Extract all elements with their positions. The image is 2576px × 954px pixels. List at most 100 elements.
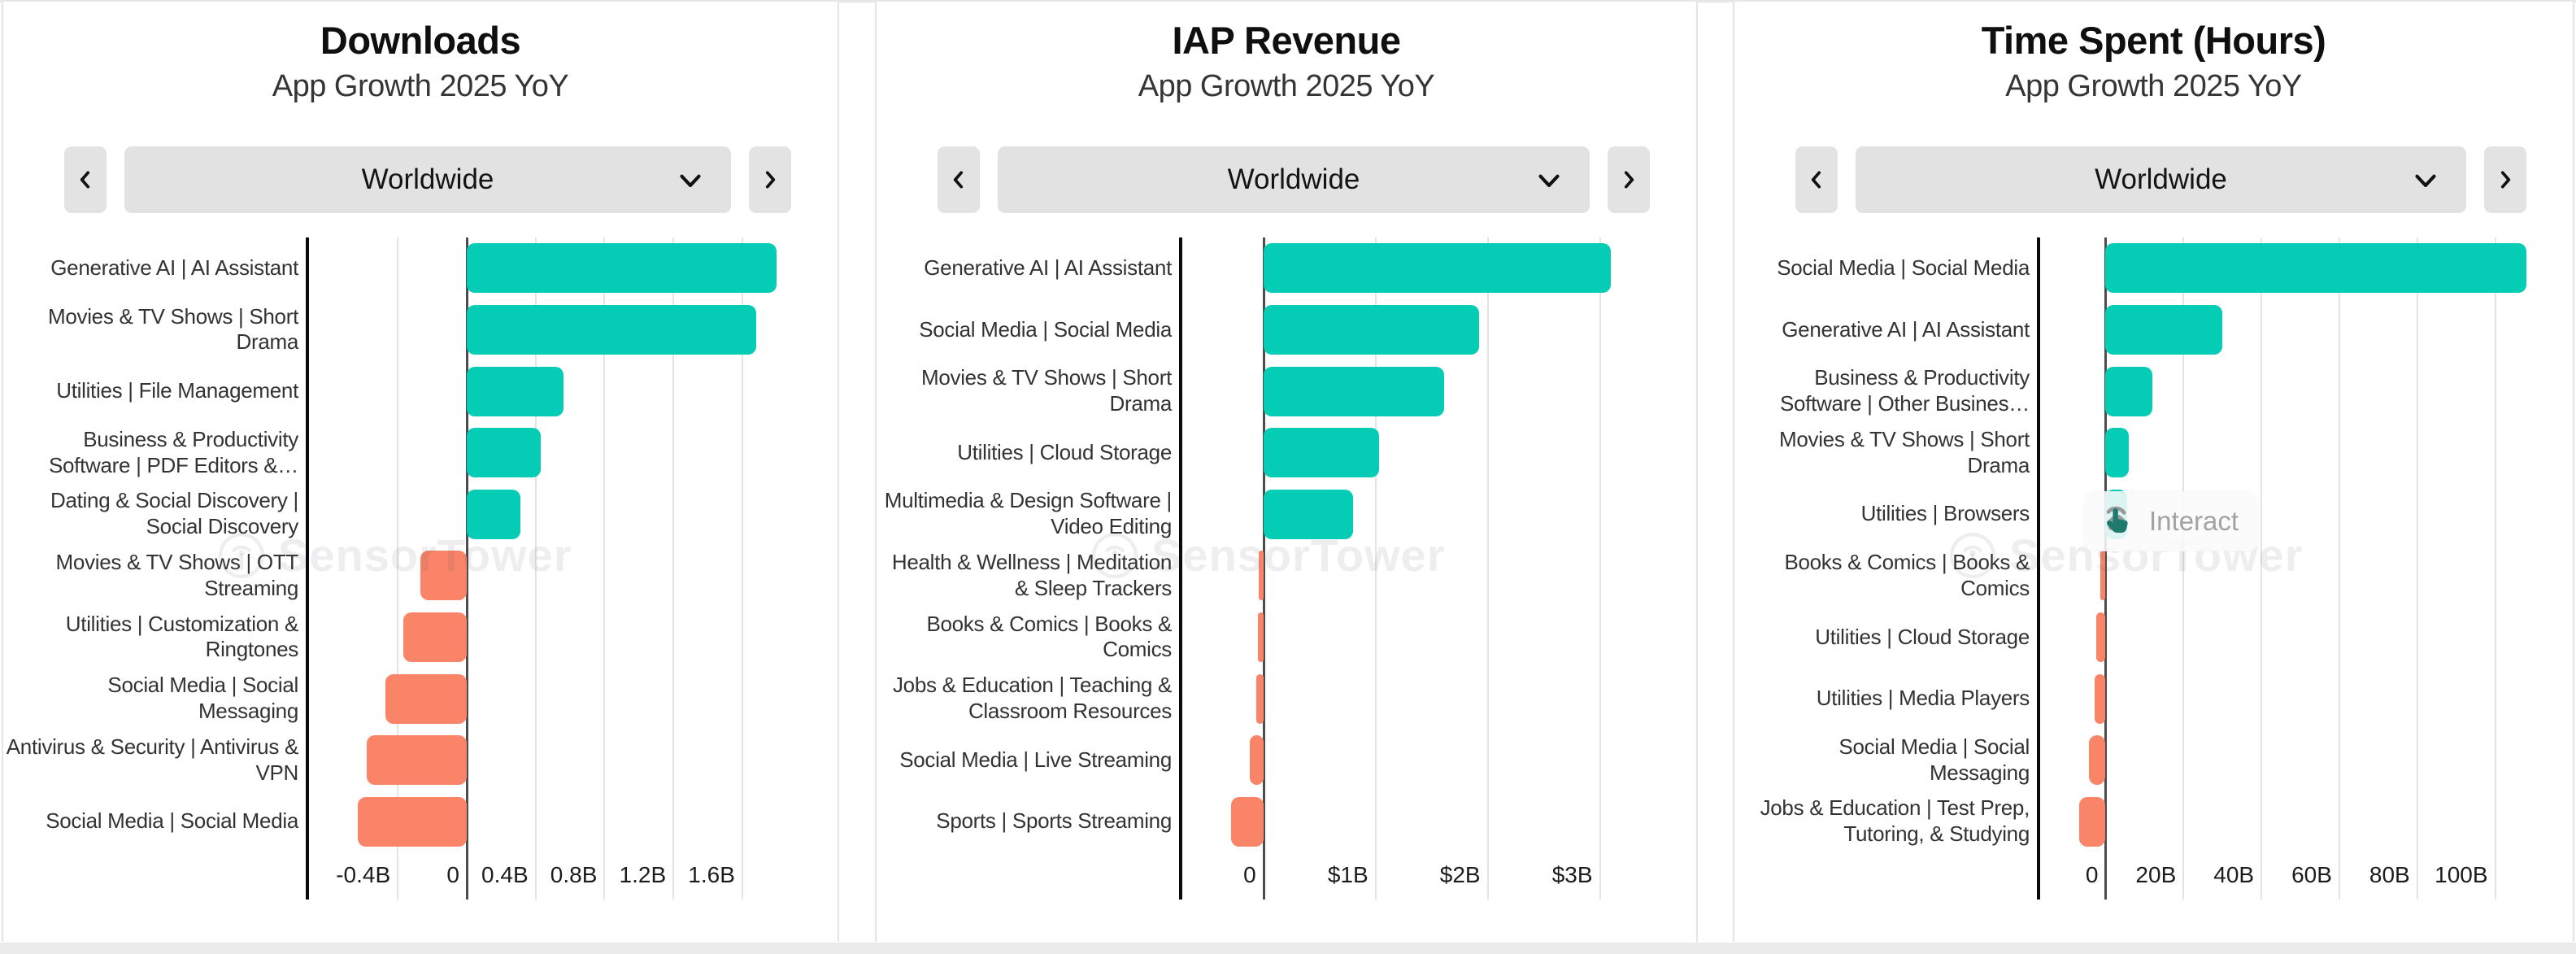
bar-2[interactable]	[466, 304, 756, 355]
bar-chart: Generative AI | AI Assistant Movies & TV …	[3, 237, 838, 913]
region-controls: Worldwide	[877, 146, 1696, 213]
gridline	[397, 237, 399, 900]
gridline	[2494, 237, 2496, 900]
panel-subtitle: App Growth 2025 YoY	[272, 69, 569, 103]
bar-10[interactable]	[1230, 796, 1264, 847]
axis-tick-label: 0	[2085, 862, 2099, 887]
category-label: Movies & TV Shows | Short Drama	[47, 303, 298, 355]
axis-tick-label: 80B	[2369, 862, 2410, 887]
bar-6[interactable]	[2100, 551, 2106, 601]
bar-8[interactable]	[2095, 673, 2106, 724]
bar-9[interactable]	[2089, 735, 2106, 786]
bar-7[interactable]	[402, 612, 467, 662]
panel-time-spent-hours: Time Spent (Hours) App Growth 2025 YoY Wor…	[1733, 2, 2574, 942]
bar-6[interactable]	[420, 551, 467, 601]
category-label: Utilities | Cloud Storage	[1815, 624, 2030, 649]
zero-gridline	[2104, 237, 2108, 900]
bar-3[interactable]	[1263, 366, 1444, 416]
bar-5[interactable]	[466, 489, 520, 539]
gridline	[534, 237, 537, 900]
region-select[interactable]: Worldwide	[998, 146, 1590, 213]
gridline	[741, 237, 743, 900]
bar-8[interactable]	[1256, 673, 1264, 724]
category-label: Movies & TV Shows | Short Drama	[920, 365, 1172, 416]
bar-7[interactable]	[1257, 612, 1264, 662]
interact-overlay[interactable]: Interact	[2084, 491, 2258, 551]
bar-3[interactable]	[2105, 366, 2152, 416]
next-region-button[interactable]	[1608, 146, 1650, 213]
bar-10[interactable]	[358, 796, 467, 847]
panel-title: Time Spent (Hours)	[1981, 19, 2326, 62]
gridline	[603, 237, 606, 900]
region-select-value: Worldwide	[2095, 163, 2227, 195]
gridline	[1374, 237, 1377, 900]
axis-tick-label: 0	[1243, 862, 1256, 887]
axis-tick-label: 0.4B	[481, 862, 529, 887]
panel-iap-revenue: IAP Revenue App Growth 2025 YoY Worldwide G…	[875, 2, 1698, 942]
bar-9[interactable]	[367, 735, 467, 786]
category-label: Business & Productivity Software | PDF E…	[48, 426, 298, 477]
bar-2[interactable]	[1263, 304, 1479, 355]
plot-area: -0.4B 0 0.4B 0.8B 1.2B 1.6B	[308, 237, 816, 900]
panel-subtitle: App Growth 2025 YoY	[1138, 69, 1435, 103]
chevron-down-icon	[1538, 174, 1560, 188]
category-label: Movies & TV Shows | OTT Streaming	[55, 550, 299, 600]
region-select-value: Worldwide	[1227, 163, 1360, 195]
axis-tick-label: $1B	[1327, 862, 1368, 887]
bar-3[interactable]	[466, 366, 564, 416]
bar-7[interactable]	[2096, 612, 2106, 662]
category-label: Social Media | Social Media	[1777, 255, 2030, 280]
bar-8[interactable]	[385, 673, 467, 724]
prev-region-button[interactable]	[64, 146, 107, 213]
category-label: Movies & TV Shows | Short Drama	[1778, 426, 2030, 477]
bar-4[interactable]	[466, 428, 541, 478]
bar-4[interactable]	[1263, 428, 1379, 478]
next-region-button[interactable]	[749, 146, 791, 213]
category-label: Generative AI | AI Assistant	[50, 255, 298, 280]
category-label: Utilities | Customization & Ringtones	[65, 611, 299, 662]
bar-1[interactable]	[466, 243, 777, 294]
gridline	[2261, 237, 2263, 900]
category-label: Utilities | Browsers	[1860, 501, 2030, 526]
category-label: Social Media | Live Streaming	[899, 747, 1172, 772]
region-select[interactable]: Worldwide	[1856, 146, 2466, 213]
axis-tick-label: 20B	[2135, 862, 2177, 887]
chevron-right-icon	[2500, 171, 2511, 189]
bar-4[interactable]	[2105, 428, 2130, 478]
category-label: Utilities | Cloud Storage	[957, 439, 1172, 464]
category-label: Social Media | Social Messaging	[1838, 734, 2030, 785]
bar-chart: Social Media | Social Media Generative AI…	[1734, 237, 2573, 913]
bar-6[interactable]	[1259, 551, 1264, 601]
bar-chart: Generative AI | AI Assistant Social Media…	[877, 237, 1696, 913]
axis-tick-label: 0	[446, 862, 459, 887]
chevron-left-icon	[953, 171, 964, 189]
category-label: Health & Wellness | Meditation & Sleep T…	[891, 550, 1172, 600]
prev-region-button[interactable]	[938, 146, 980, 213]
chevron-right-icon	[1624, 171, 1634, 189]
bar-2[interactable]	[2105, 304, 2223, 355]
prev-region-button[interactable]	[1795, 146, 1838, 213]
category-label: Social Media | Social Media	[919, 316, 1172, 342]
category-label: Utilities | File Management	[56, 378, 298, 403]
bar-9[interactable]	[1250, 735, 1264, 786]
bar-1[interactable]	[1263, 243, 1612, 294]
category-axis-line	[306, 237, 309, 900]
category-label: Books & Comics | Books & Comics	[1784, 550, 2030, 600]
bar-1[interactable]	[2105, 243, 2526, 294]
region-controls: Worldwide	[3, 146, 838, 213]
category-label: Generative AI | AI Assistant	[924, 255, 1172, 280]
region-controls: Worldwide	[1734, 146, 2573, 213]
category-label: Jobs & Education | Teaching & Classroom …	[892, 673, 1172, 723]
zero-gridline	[465, 237, 468, 900]
category-label: Business & Productivity Software | Other…	[1779, 365, 2030, 416]
chevron-down-icon	[680, 174, 701, 188]
axis-tick-label: 60B	[2291, 862, 2332, 887]
category-label: Multimedia & Design Software | Video Edi…	[884, 488, 1173, 539]
chevron-right-icon	[765, 171, 776, 189]
bar-5[interactable]	[1263, 489, 1354, 539]
next-region-button[interactable]	[2484, 146, 2526, 213]
bar-10[interactable]	[2078, 796, 2106, 847]
zero-gridline	[1262, 237, 1265, 900]
panel-downloads: Downloads App Growth 2025 YoY Worldwide Gen…	[2, 2, 839, 942]
region-select[interactable]: Worldwide	[124, 146, 731, 213]
